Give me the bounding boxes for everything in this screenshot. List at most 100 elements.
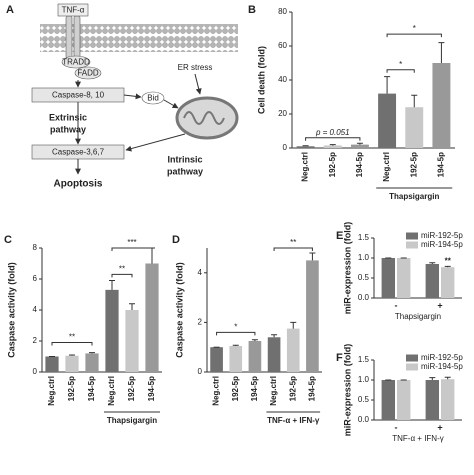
annotation: *** xyxy=(127,238,136,247)
significance-bracket xyxy=(305,137,361,141)
x-tick-label: 192-5p xyxy=(288,376,297,401)
arrow xyxy=(194,73,202,95)
error-bar xyxy=(309,252,316,261)
mitochondrion xyxy=(175,96,239,140)
bar xyxy=(397,380,411,420)
y-tick-label: 0.5 xyxy=(358,273,370,282)
ligand-box xyxy=(57,3,89,17)
mitochondrion-cristae xyxy=(183,111,225,125)
label: Bid xyxy=(147,94,159,103)
legend-swatch xyxy=(406,232,418,240)
error-bar xyxy=(89,352,95,354)
label: Caspase-3,6,7 xyxy=(52,148,105,157)
error-bar xyxy=(429,377,436,380)
x-axis-label: Thapsigargin xyxy=(395,312,441,321)
x-tick-label: Neg.ctrl xyxy=(212,376,221,406)
node xyxy=(141,91,165,105)
legend-swatch xyxy=(406,241,418,249)
bar xyxy=(65,355,79,372)
label: pathway xyxy=(167,166,203,176)
arrow xyxy=(125,133,186,152)
significance-bracket xyxy=(111,273,133,278)
y-tick-label: 80 xyxy=(278,7,287,16)
y-tick-label: 0.0 xyxy=(358,415,370,424)
error-bar xyxy=(444,265,451,268)
bar xyxy=(210,347,223,372)
legend-label: miR-194-5p xyxy=(421,240,463,249)
x-tick-label: - xyxy=(395,300,398,310)
label: Apoptosis xyxy=(54,179,103,190)
y-tick-label: 20 xyxy=(278,109,287,118)
significance-bracket xyxy=(386,69,415,73)
diagram: A TNF-α TRADD FADD Caspase-8, 10 Bid ER … xyxy=(6,3,239,190)
significance-bracket xyxy=(111,247,153,251)
x-tick-label: 192-5p xyxy=(328,152,337,177)
x-tick-label: 194-5p xyxy=(437,152,446,177)
bar xyxy=(286,328,300,372)
bar xyxy=(323,145,342,148)
x-tick-label: + xyxy=(437,300,442,310)
error-bar xyxy=(356,142,363,145)
y-axis-label: Cell death (fold) xyxy=(256,46,266,114)
y-tick-label: 1.0 xyxy=(358,375,370,384)
bar xyxy=(425,264,439,298)
error-bar xyxy=(232,344,239,346)
legend-label: miR-194-5p xyxy=(421,362,463,371)
significance-bracket xyxy=(386,33,442,38)
bar xyxy=(441,379,455,420)
bar xyxy=(105,289,119,372)
bar xyxy=(306,260,319,372)
y-tick-label: 0 xyxy=(33,367,38,376)
y-tick-label: 1.5 xyxy=(358,233,370,242)
y-tick-label: 2 xyxy=(33,336,38,345)
label: FADD xyxy=(77,69,99,78)
error-bar xyxy=(444,376,451,380)
x-tick-label: + xyxy=(437,422,442,432)
label: ER stress xyxy=(178,63,213,72)
label: pathway xyxy=(50,124,86,134)
significance-bracket xyxy=(51,342,93,346)
label: Caspase-8, 10 xyxy=(52,91,105,100)
bar xyxy=(248,341,262,372)
arrow xyxy=(123,93,142,100)
panel-letter: B xyxy=(248,4,256,16)
y-tick-label: 1.5 xyxy=(358,355,370,364)
x-tick-label: 192-5p xyxy=(409,152,418,177)
bar xyxy=(441,267,455,298)
bar xyxy=(405,107,424,148)
annotation: ** xyxy=(69,333,75,342)
error-bar xyxy=(271,334,278,338)
y-axis-label: miR-expression (fold) xyxy=(342,222,352,315)
bar xyxy=(267,337,281,372)
error-bar xyxy=(251,339,258,341)
annotation: ** xyxy=(445,257,452,266)
legend-label: miR-192-5p xyxy=(421,353,463,362)
x-tick-label: 194-5p xyxy=(308,376,317,401)
y-tick-label: 0 xyxy=(198,367,203,376)
y-axis-label: Caspase activity (fold) xyxy=(174,262,184,358)
panel-letter: F xyxy=(336,352,343,364)
x-tick-label: Neg.ctrl xyxy=(382,152,391,182)
bar xyxy=(397,258,411,298)
annotation: ** xyxy=(290,238,296,247)
legend-swatch xyxy=(406,354,418,362)
x-tick-label: Neg.ctrl xyxy=(269,376,278,406)
x-tick-label: 192-5p xyxy=(127,376,136,401)
significance-bracket xyxy=(273,247,313,251)
bar xyxy=(296,146,315,148)
error-bar xyxy=(329,144,336,146)
label: TRADD xyxy=(62,58,90,67)
error-bar xyxy=(411,94,418,108)
bar xyxy=(378,93,397,148)
y-tick-label: 4 xyxy=(198,268,203,277)
node xyxy=(61,55,91,69)
y-tick-label: 2 xyxy=(198,318,203,327)
bar xyxy=(350,144,369,148)
label: Extrinsic xyxy=(49,112,87,122)
x-tick-label: 192-5p xyxy=(67,376,76,401)
y-tick-label: 4 xyxy=(33,305,38,314)
y-axis-label: miR-expression (fold) xyxy=(342,344,352,437)
panel-letter: D xyxy=(172,234,180,246)
